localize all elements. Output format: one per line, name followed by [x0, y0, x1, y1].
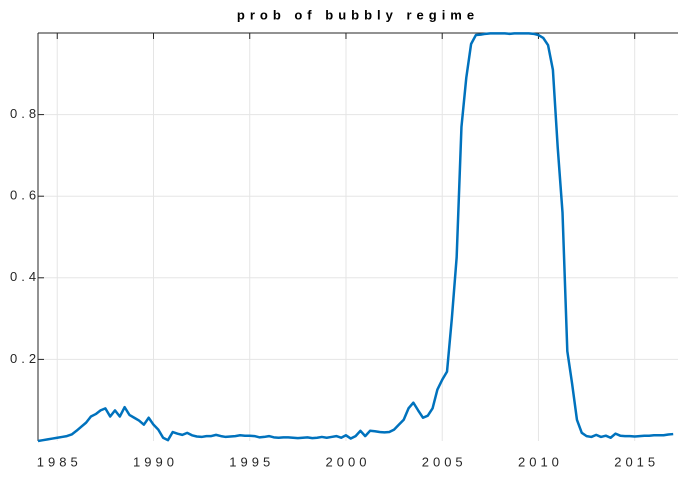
x-tick-label: 2000 [326, 454, 371, 469]
y-tick-label: 0.4 [10, 269, 40, 284]
y-tick-label: 0.8 [10, 106, 40, 121]
x-tick-label: 1985 [37, 454, 82, 469]
x-tick-label: 2010 [518, 454, 563, 469]
x-tick-label: 2015 [614, 454, 659, 469]
data-line [37, 32, 674, 443]
x-tick-label: 1995 [229, 454, 274, 469]
chart-title: prob of bubbly regime [237, 7, 479, 22]
y-tick-label: 0.6 [10, 188, 40, 203]
y-tick-label: 0.2 [10, 351, 40, 366]
x-tick-label: 2005 [422, 454, 467, 469]
x-tick-label: 1990 [133, 454, 178, 469]
